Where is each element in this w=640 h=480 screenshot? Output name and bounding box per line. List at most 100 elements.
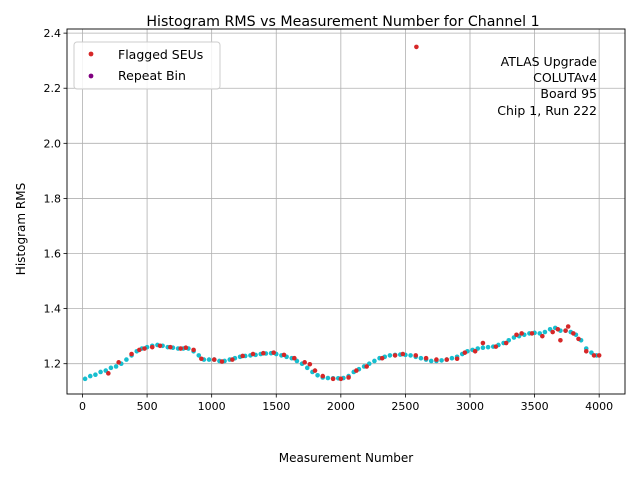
data-point-flagged-seu — [129, 351, 134, 357]
legend-frame — [73, 41, 221, 90]
legend-label-flagged-seus: Flagged SEUs — [118, 47, 203, 62]
data-point-flagged-seu — [563, 328, 568, 333]
data-point-measurement — [485, 344, 491, 350]
data-point-measurement — [542, 329, 548, 335]
data-point-flagged-seu — [400, 351, 406, 357]
data-point-flagged-seu — [571, 331, 576, 336]
data-point-flagged-seu — [565, 324, 571, 329]
legend-marker-flagged-seus — [88, 51, 94, 57]
y-tick-label: 1.6 — [44, 248, 62, 261]
data-point-flagged-seu — [462, 350, 468, 355]
data-point-measurement — [449, 355, 455, 361]
data-point-flagged-seu — [519, 331, 524, 336]
data-point-measurement — [113, 364, 119, 369]
y-axis-label: Histogram RMS — [14, 183, 28, 275]
data-point-measurement — [428, 358, 434, 364]
data-point-flagged-seu — [379, 355, 385, 361]
data-point-flagged-seu — [271, 350, 276, 355]
data-point-flagged-seu — [596, 353, 602, 358]
x-tick-label: 2000 — [327, 400, 355, 413]
data-point-flagged-seu — [149, 344, 155, 350]
data-point-flagged-seu — [583, 349, 589, 354]
data-point-flagged-seu — [320, 373, 326, 379]
legend-label-repeat-bin: Repeat Bin — [118, 68, 186, 83]
data-point-flagged-seu — [338, 376, 344, 382]
data-point-measurement — [439, 358, 444, 363]
data-point-flagged-seu — [414, 44, 419, 50]
plot-frame — [66, 28, 626, 395]
data-point-flagged-seu — [423, 355, 429, 361]
data-point-measurement — [408, 353, 413, 358]
x-tick-label: 4000 — [585, 400, 613, 413]
data-point-flagged-seu — [540, 333, 545, 339]
annotation-line-4: Chip 1, Run 222 — [497, 103, 597, 118]
data-point-flagged-seu — [199, 356, 204, 362]
y-tick-label: 1.4 — [44, 303, 62, 316]
data-point-flagged-seu — [472, 349, 478, 354]
chart-title: Histogram RMS vs Measurement Number for … — [146, 14, 539, 30]
data-point-flagged-seu — [413, 353, 419, 358]
x-tick-label: 1000 — [198, 400, 226, 413]
data-point-flagged-seu — [558, 337, 563, 343]
data-point-flagged-seu — [529, 331, 535, 336]
y-tick-label: 2.0 — [44, 137, 62, 150]
data-point-flagged-seu — [178, 346, 183, 351]
data-point-flagged-seu — [230, 357, 235, 362]
y-tick-label: 2.4 — [44, 27, 62, 40]
data-point-flagged-seu — [364, 364, 369, 369]
data-point-measurement — [418, 355, 424, 361]
data-point-flagged-seu — [261, 350, 266, 356]
x-tick-label: 0 — [79, 400, 86, 413]
data-point-flagged-seu — [292, 355, 297, 361]
data-point-measurement — [325, 375, 331, 381]
annotation-line-1: ATLAS Upgrade — [501, 54, 598, 69]
data-point-flagged-seu — [434, 357, 439, 362]
data-point-flagged-seu — [493, 344, 499, 349]
data-point-flagged-seu — [219, 359, 225, 364]
y-tick-label: 1.2 — [44, 358, 62, 371]
data-point-flagged-seu — [555, 326, 561, 332]
data-point-measurement — [124, 357, 129, 362]
data-point-measurement — [480, 345, 486, 351]
x-tick-label: 1500 — [262, 400, 290, 413]
data-point-measurement — [93, 372, 98, 378]
data-point-flagged-seu — [142, 346, 147, 351]
data-point-flagged-seu — [480, 340, 486, 346]
data-point-measurement — [196, 353, 202, 358]
data-point-flagged-seu — [302, 360, 307, 365]
data-point-measurement — [87, 373, 93, 379]
data-point-flagged-seu — [183, 345, 189, 351]
annotation-line-3: Board 95 — [540, 86, 597, 101]
data-point-measurement — [98, 369, 103, 375]
legend: Flagged SEUs Repeat Bin — [73, 41, 221, 90]
y-tick-label: 2.2 — [44, 82, 62, 95]
data-point-measurement — [304, 365, 310, 371]
grid — [67, 29, 625, 394]
data-point-flagged-seu — [211, 357, 217, 362]
data-point-flagged-seu — [591, 353, 597, 358]
data-points — [82, 44, 602, 382]
data-point-flagged-seu — [191, 347, 196, 353]
data-point-flagged-seu — [444, 357, 450, 362]
data-point-flagged-seu — [116, 360, 121, 365]
data-point-flagged-seu — [157, 343, 163, 349]
data-point-flagged-seu — [250, 351, 256, 357]
data-point-measurement — [108, 365, 114, 371]
data-point-flagged-seu — [281, 352, 287, 358]
data-point-flagged-seu — [576, 336, 581, 342]
data-point-flagged-seu — [354, 368, 359, 373]
data-point-flagged-seu — [503, 340, 509, 346]
data-point-flagged-seu — [346, 375, 351, 380]
x-tick-label: 500 — [137, 400, 158, 413]
data-point-flagged-seu — [330, 376, 336, 382]
y-tick-label: 1.8 — [44, 192, 62, 205]
data-point-flagged-seu — [106, 371, 111, 376]
data-point-measurement — [372, 358, 377, 364]
data-point-measurement — [206, 357, 212, 362]
data-point-flagged-seu — [392, 353, 398, 358]
legend-marker-repeat-bin — [88, 73, 94, 79]
data-point-flagged-seu — [168, 344, 173, 350]
data-point-flagged-seu — [307, 361, 313, 367]
data-point-flagged-seu — [240, 353, 245, 359]
